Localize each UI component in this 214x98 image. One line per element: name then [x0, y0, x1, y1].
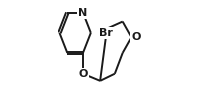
Text: N: N [78, 8, 88, 18]
Text: O: O [131, 32, 141, 42]
Text: O: O [78, 69, 88, 79]
Text: Br: Br [99, 28, 113, 38]
